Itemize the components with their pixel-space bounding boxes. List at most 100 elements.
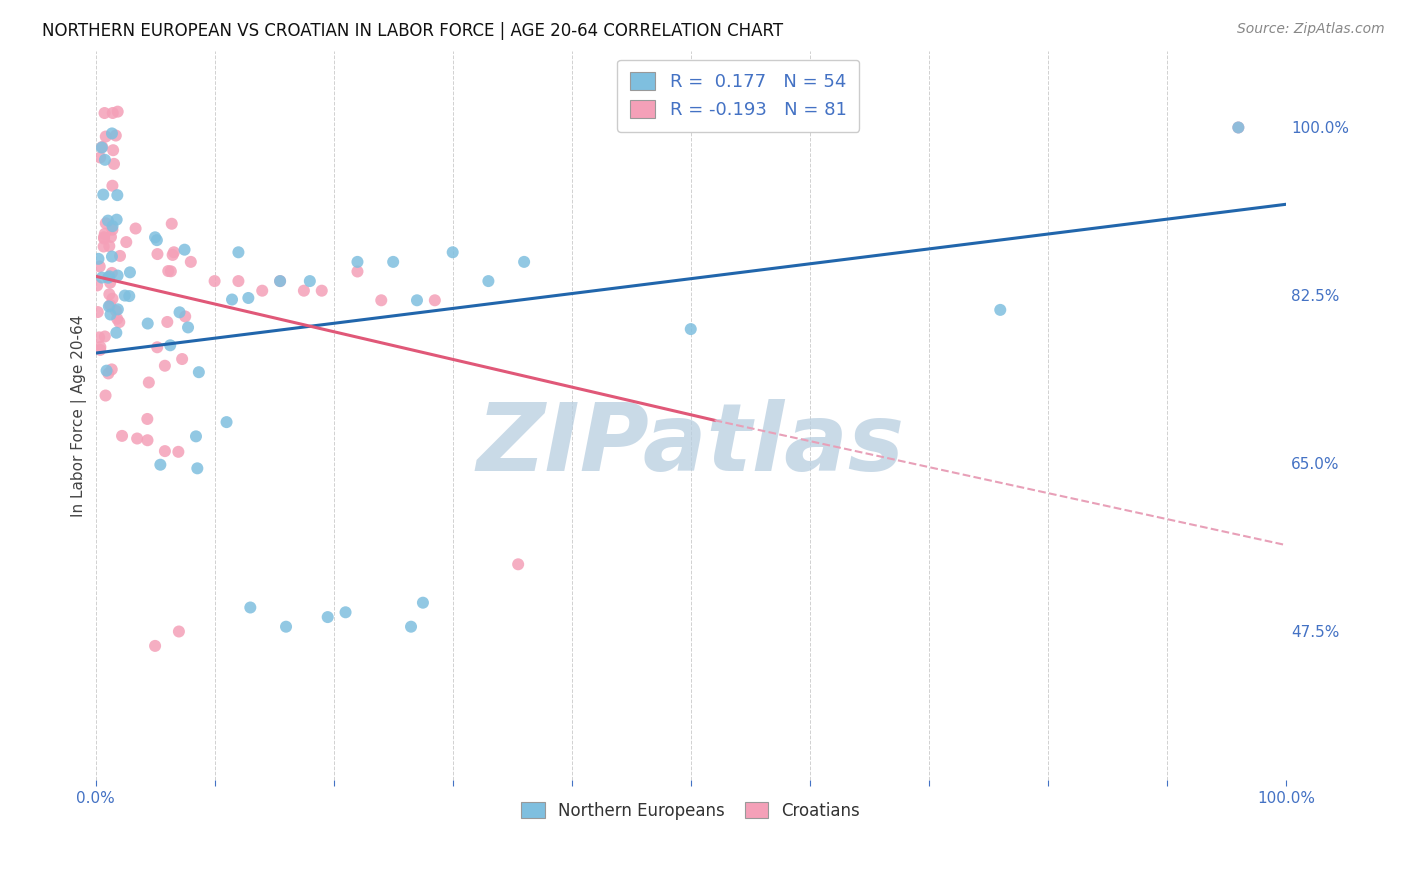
- Point: [157, 264, 180, 278]
- Point: [107, 302, 129, 317]
- Point: [107, 104, 129, 119]
- Point: [101, 143, 124, 157]
- Point: [149, 458, 172, 472]
- Point: [335, 605, 357, 619]
- Point: [124, 221, 146, 235]
- Point: [97, 299, 120, 313]
- Point: [173, 243, 195, 257]
- Point: [346, 255, 368, 269]
- Point: [153, 359, 176, 373]
- Y-axis label: In Labor Force | Age 20-64: In Labor Force | Age 20-64: [72, 314, 87, 516]
- Point: [101, 127, 124, 141]
- Point: [679, 322, 702, 336]
- Point: [103, 157, 125, 171]
- Point: [89, 343, 111, 357]
- Point: [204, 274, 226, 288]
- Point: [108, 315, 131, 329]
- Point: [87, 305, 110, 319]
- Point: [228, 245, 250, 260]
- Point: [988, 302, 1011, 317]
- Text: ZIPatlas: ZIPatlas: [477, 399, 905, 491]
- Point: [382, 255, 405, 269]
- Point: [316, 610, 339, 624]
- Point: [228, 274, 250, 288]
- Point: [105, 188, 128, 202]
- Point: [89, 260, 111, 274]
- Point: [163, 245, 186, 260]
- Point: [101, 222, 124, 236]
- Point: [118, 289, 141, 303]
- Point: [136, 317, 159, 331]
- Point: [399, 620, 422, 634]
- Point: [186, 461, 208, 475]
- Point: [180, 255, 202, 269]
- Point: [187, 365, 209, 379]
- Point: [105, 212, 128, 227]
- Point: [298, 274, 321, 288]
- Point: [215, 415, 238, 429]
- Legend: Northern Europeans, Croatians: Northern Europeans, Croatians: [515, 796, 868, 827]
- Point: [93, 239, 115, 253]
- Point: [100, 362, 122, 376]
- Point: [100, 230, 122, 244]
- Point: [98, 276, 121, 290]
- Point: [146, 340, 169, 354]
- Point: [136, 434, 159, 448]
- Point: [101, 106, 124, 120]
- Point: [97, 367, 120, 381]
- Point: [94, 216, 117, 230]
- Point: [406, 293, 429, 308]
- Point: [94, 388, 117, 402]
- Point: [93, 230, 115, 244]
- Point: [91, 140, 114, 154]
- Point: [143, 639, 166, 653]
- Point: [105, 311, 128, 326]
- Point: [97, 213, 120, 227]
- Point: [174, 310, 197, 324]
- Point: [94, 329, 117, 343]
- Point: [98, 298, 121, 312]
- Point: [100, 308, 122, 322]
- Point: [167, 624, 190, 639]
- Point: [98, 239, 121, 253]
- Point: [508, 558, 530, 572]
- Point: [184, 429, 207, 443]
- Point: [156, 315, 179, 329]
- Point: [169, 305, 191, 319]
- Point: [101, 219, 124, 234]
- Point: [160, 217, 183, 231]
- Point: [101, 292, 124, 306]
- Point: [94, 129, 117, 144]
- Point: [143, 230, 166, 244]
- Point: [160, 264, 183, 278]
- Point: [412, 596, 434, 610]
- Point: [127, 432, 149, 446]
- Point: [162, 248, 184, 262]
- Point: [118, 265, 141, 279]
- Point: [105, 326, 128, 340]
- Point: [101, 250, 124, 264]
- Point: [252, 284, 274, 298]
- Point: [311, 284, 333, 298]
- Point: [1227, 120, 1250, 135]
- Point: [136, 412, 159, 426]
- Point: [93, 231, 115, 245]
- Point: [86, 278, 108, 293]
- Point: [97, 270, 120, 285]
- Point: [159, 338, 181, 352]
- Point: [513, 255, 536, 269]
- Point: [104, 303, 127, 318]
- Point: [108, 249, 131, 263]
- Point: [98, 287, 121, 301]
- Point: [115, 235, 138, 249]
- Point: [239, 600, 262, 615]
- Text: Source: ZipAtlas.com: Source: ZipAtlas.com: [1237, 22, 1385, 37]
- Point: [441, 245, 464, 260]
- Point: [91, 187, 114, 202]
- Point: [138, 376, 160, 390]
- Point: [274, 620, 297, 634]
- Point: [89, 151, 111, 165]
- Point: [91, 270, 114, 285]
- Point: [172, 352, 194, 367]
- Point: [101, 266, 124, 280]
